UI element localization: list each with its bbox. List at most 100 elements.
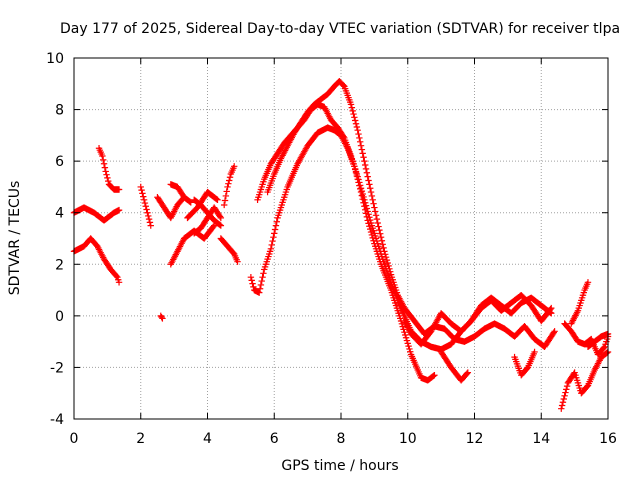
data-point: [271, 226, 279, 233]
data-points: [70, 78, 612, 412]
data-point: [214, 196, 221, 204]
y-tick-label: 4: [55, 206, 64, 222]
data-point: [404, 340, 411, 347]
data-point: [351, 117, 359, 124]
data-point: [259, 273, 266, 281]
data-point: [399, 323, 406, 330]
data-point: [256, 285, 264, 292]
y-tick-label: 6: [55, 154, 64, 170]
series-track-j: [184, 188, 221, 222]
grid-lines: [74, 58, 608, 419]
data-point: [377, 234, 385, 241]
data-point: [100, 156, 107, 164]
data-point: [267, 245, 275, 253]
data-point: [359, 190, 366, 198]
data-point: [144, 209, 151, 216]
data-point: [220, 201, 228, 209]
data-point: [370, 200, 377, 207]
data-point: [406, 345, 413, 353]
series-track-q: [401, 294, 555, 348]
data-point: [563, 386, 570, 393]
data-point: [364, 173, 371, 180]
data-point: [351, 114, 358, 121]
data-point: [102, 168, 109, 175]
data-point: [221, 197, 229, 204]
data-point: [260, 270, 267, 277]
x-tick-label: 0: [70, 431, 79, 447]
data-point: [213, 195, 220, 203]
data-point: [559, 399, 567, 406]
chart-title: Day 177 of 2025, Sidereal Day-to-day VTE…: [60, 21, 620, 37]
data-point: [584, 279, 592, 286]
series-track-p: [254, 101, 555, 353]
data-point: [226, 174, 234, 181]
data-point: [402, 334, 410, 341]
data-point: [358, 187, 366, 195]
x-tick-label: 12: [466, 431, 484, 447]
data-point: [115, 279, 123, 286]
x-tick-label: 8: [337, 431, 346, 447]
data-point: [357, 185, 365, 192]
data-point: [367, 216, 374, 224]
data-point: [362, 165, 370, 173]
data-point: [225, 180, 232, 187]
data-point: [248, 277, 255, 284]
data-point: [145, 215, 153, 223]
series-track-e: [157, 312, 166, 322]
data-point: [186, 198, 194, 205]
data-point: [560, 395, 567, 403]
y-tick-label: 2: [55, 257, 64, 273]
x-tick-label: 16: [599, 431, 617, 447]
data-point: [600, 344, 608, 351]
data-point: [141, 199, 149, 207]
data-point: [380, 244, 387, 252]
data-point: [272, 222, 280, 229]
series-track-h: [167, 222, 218, 268]
data-point: [376, 226, 383, 234]
data-point: [384, 259, 391, 267]
data-point: [562, 389, 569, 396]
series-track-k: [190, 204, 225, 237]
data-point: [360, 154, 367, 161]
data-point: [361, 161, 369, 169]
data-point: [603, 349, 611, 356]
data-point: [222, 192, 230, 200]
series-track-b: [70, 235, 123, 286]
series-track-v: [568, 279, 592, 327]
data-point: [363, 169, 371, 176]
x-tick-label: 6: [270, 431, 279, 447]
data-point: [217, 222, 225, 229]
y-tick-label: 8: [55, 103, 64, 119]
data-point: [558, 402, 566, 409]
data-point: [147, 222, 154, 229]
data-point: [354, 173, 361, 180]
data-point: [383, 256, 391, 264]
data-point: [350, 110, 357, 118]
data-point: [365, 177, 372, 184]
data-point: [357, 142, 365, 149]
data-point: [101, 164, 109, 171]
y-axis-label: SDTVAR / TECUs: [7, 181, 23, 296]
data-point: [369, 196, 376, 204]
data-point: [558, 405, 565, 412]
data-point: [431, 371, 438, 379]
data-point: [372, 212, 380, 219]
data-point: [223, 188, 230, 195]
y-tick-label: -2: [50, 360, 64, 376]
data-point: [146, 219, 154, 226]
data-point: [407, 348, 414, 355]
data-point: [99, 152, 106, 160]
data-point: [105, 177, 112, 185]
data-point: [361, 157, 368, 165]
data-point: [140, 196, 148, 204]
data-point: [139, 190, 146, 197]
series-track-s: [511, 348, 538, 379]
y-tick-label: 0: [55, 309, 64, 325]
data-point: [373, 215, 381, 223]
y-tick-label: -4: [50, 412, 64, 428]
data-point: [355, 130, 362, 138]
data-point: [247, 273, 255, 281]
data-point: [430, 372, 437, 380]
data-point: [366, 214, 373, 221]
x-tick-label: 10: [399, 431, 417, 447]
